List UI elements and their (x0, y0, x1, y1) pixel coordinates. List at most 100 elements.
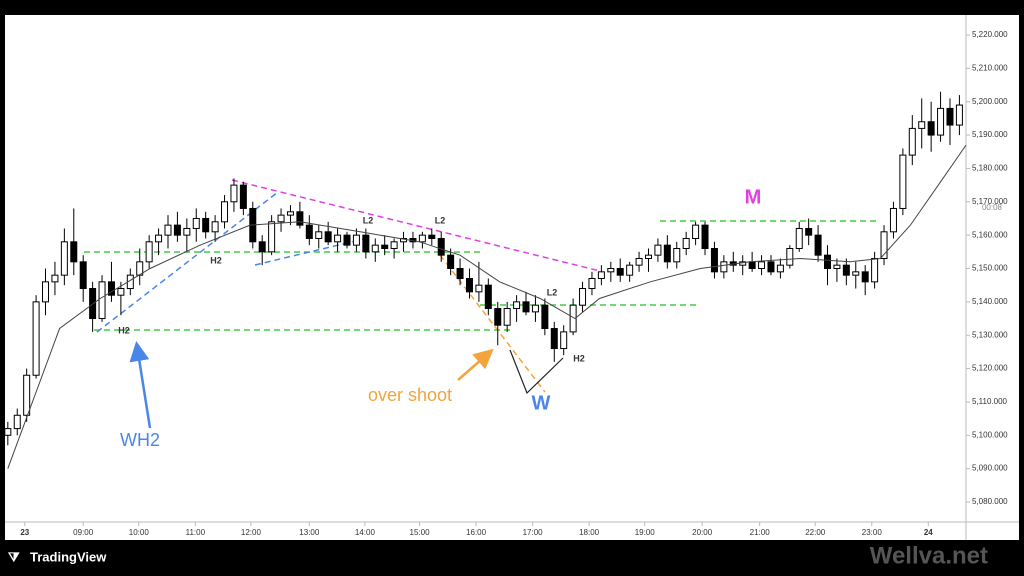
brand-logo: ⧩ (7, 549, 20, 564)
candle-body (475, 284, 483, 293)
x-tick-label: 12:00 (241, 528, 262, 537)
candle-body (51, 274, 59, 283)
candle-body (852, 271, 860, 276)
candle-body (164, 224, 172, 236)
annotation: L2 (547, 287, 558, 297)
trend-line (439, 254, 546, 393)
candle-body (720, 261, 728, 273)
candle-body (418, 234, 426, 243)
x-tick-label: 19:00 (635, 528, 656, 537)
annotation: L2 (435, 215, 446, 225)
candle-body (381, 244, 389, 249)
countdown: 00:08 (982, 203, 1003, 212)
candle-body (173, 224, 181, 236)
candle-body (305, 224, 313, 239)
candle-body (927, 121, 935, 136)
candle-body (230, 184, 238, 203)
x-tick-label: 23 (20, 528, 29, 537)
candle-body (692, 224, 700, 239)
candle-body (343, 234, 351, 246)
candle-body (484, 284, 492, 310)
y-tick-label: 5,220.000 (972, 30, 1008, 39)
candle-body (588, 278, 596, 290)
x-tick-label: 23:00 (862, 528, 883, 537)
candle-body (286, 211, 294, 216)
candle-body (663, 244, 671, 263)
candle-body (503, 308, 511, 326)
candle-body (4, 428, 12, 436)
x-tick-label: 18:00 (579, 528, 600, 537)
candle-body (597, 271, 605, 280)
candle-body (437, 237, 445, 256)
candle-body (946, 107, 954, 126)
y-tick-label: 5,110.000 (972, 397, 1008, 406)
candle-body (569, 304, 577, 333)
annotation: H2 (118, 325, 130, 335)
candle-body (60, 241, 68, 276)
candle-body (268, 221, 276, 253)
candle-body (626, 264, 634, 276)
x-tick-label: 14:00 (355, 528, 376, 537)
moving-average (7, 144, 967, 469)
candle-body (447, 254, 455, 270)
candle-body (221, 201, 229, 223)
candle-body (814, 234, 822, 256)
candle-body (710, 247, 718, 273)
candle-body (654, 244, 662, 256)
candle-body (390, 241, 398, 249)
candle-body (955, 104, 963, 126)
candle-body (371, 244, 379, 253)
y-tick-label: 5,150.000 (972, 264, 1008, 273)
candle-body (805, 227, 813, 236)
candle-body (550, 328, 558, 350)
annotation: L2 (363, 215, 374, 225)
candle-body (701, 224, 709, 249)
trend-line (231, 179, 601, 272)
y-tick-label: 5,140.000 (972, 297, 1008, 306)
candle-body (644, 254, 652, 259)
candle-body (428, 234, 436, 239)
candle-body (899, 154, 907, 209)
candle-body (32, 301, 40, 376)
y-tick-label: 5,090.000 (972, 464, 1008, 473)
y-tick-label: 5,190.000 (972, 130, 1008, 139)
candle-body (79, 261, 87, 290)
chart-panel (5, 15, 1019, 540)
x-tick-label: 17:00 (523, 528, 544, 537)
candle-body (155, 234, 163, 243)
candle-body (842, 264, 850, 276)
arrow (457, 348, 494, 381)
candle-body (98, 281, 106, 320)
candle-body (324, 231, 332, 243)
candle-body (795, 227, 803, 249)
x-tick-label: 21:00 (750, 528, 771, 537)
annotation: M (745, 186, 762, 208)
x-tick-label: 13:00 (299, 528, 320, 537)
candle-body (296, 211, 304, 226)
y-tick-label: 5,120.000 (972, 364, 1008, 373)
y-tick-label: 5,130.000 (972, 330, 1008, 339)
candle-body (871, 257, 879, 283)
candle-body (758, 261, 766, 270)
x-tick-label: 11:00 (186, 528, 206, 537)
trend-line (96, 191, 279, 333)
candle-body (107, 281, 115, 296)
candle-body (889, 207, 897, 233)
candle-body (880, 231, 888, 259)
candle-body (579, 288, 587, 306)
candle-body (334, 234, 342, 243)
candle-body (824, 254, 832, 270)
candle-body (786, 247, 794, 266)
candle-body (541, 304, 549, 330)
candle-body (352, 234, 360, 246)
candle-body (776, 264, 784, 273)
x-tick-label: 16:00 (466, 528, 487, 537)
candle-body (635, 257, 643, 266)
candle-body (70, 241, 78, 263)
candle-body (522, 301, 530, 313)
annotation: H2 (573, 353, 585, 363)
y-tick-label: 5,180.000 (972, 164, 1008, 173)
y-tick-label: 5,080.000 (972, 497, 1008, 506)
candle-body (23, 374, 31, 416)
